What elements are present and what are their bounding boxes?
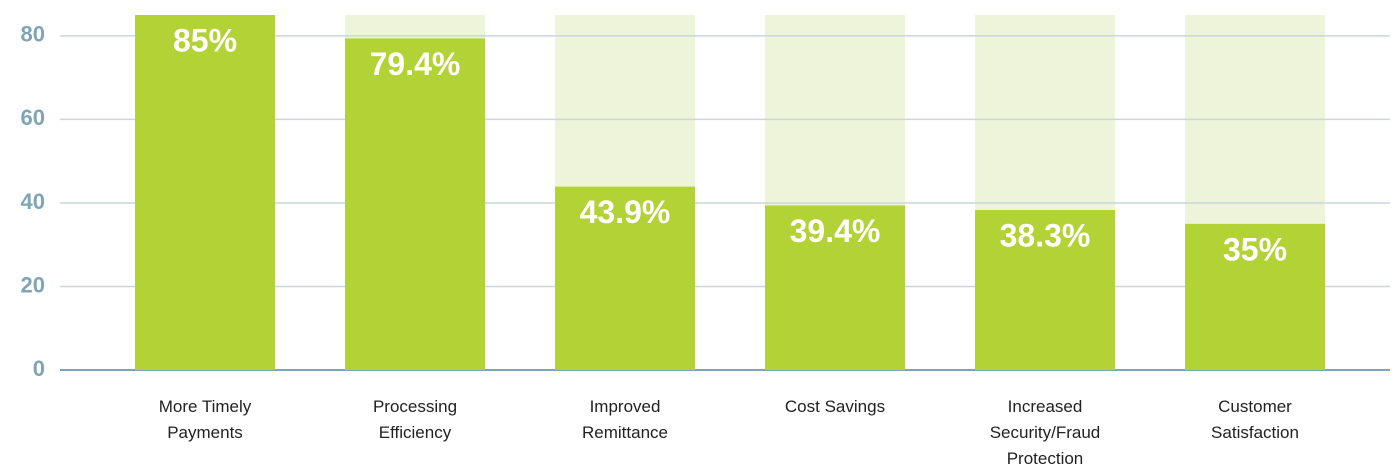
y-tick-label: 60 (21, 105, 45, 130)
bar (555, 186, 695, 370)
x-tick-label: Increased Security/Fraud Protection (989, 397, 1101, 468)
y-tick-label: 40 (21, 189, 45, 214)
x-tick-label: Improved Remittance (582, 397, 668, 442)
y-tick-label: 0 (33, 356, 45, 381)
bar (135, 15, 275, 370)
x-tick-label: Customer Satisfaction (1211, 397, 1299, 442)
value-label: 39.4% (790, 213, 881, 249)
y-tick-label: 80 (21, 22, 45, 47)
bar (1185, 223, 1325, 370)
x-tick-label: Processing Efficiency (372, 397, 458, 442)
bar (345, 38, 485, 370)
bar (765, 205, 905, 370)
value-label: 35% (1223, 231, 1287, 267)
x-tick-label: More Timely Payments (158, 397, 252, 442)
value-label: 38.3% (1000, 217, 1091, 253)
x-tick-label: Cost Savings (784, 397, 886, 416)
value-label: 43.9% (580, 194, 671, 230)
value-label: 85% (173, 22, 237, 58)
bar (975, 210, 1115, 370)
value-label: 79.4% (370, 46, 461, 82)
y-tick-label: 20 (21, 272, 45, 297)
